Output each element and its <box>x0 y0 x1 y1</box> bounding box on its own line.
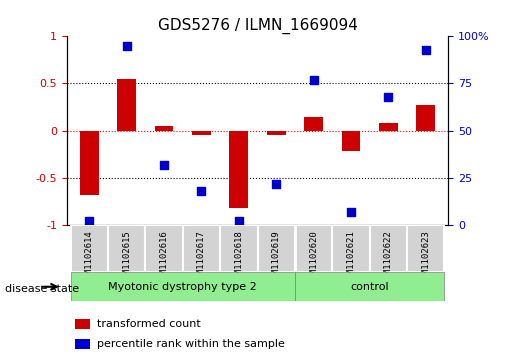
Point <box>123 43 131 49</box>
Bar <box>230 131 248 208</box>
Bar <box>80 131 99 195</box>
FancyBboxPatch shape <box>71 225 108 272</box>
FancyBboxPatch shape <box>71 272 295 301</box>
Point <box>310 77 318 83</box>
Point <box>272 181 280 187</box>
Point <box>160 162 168 168</box>
FancyBboxPatch shape <box>295 272 444 301</box>
Title: GDS5276 / ILMN_1669094: GDS5276 / ILMN_1669094 <box>158 17 357 33</box>
Text: percentile rank within the sample: percentile rank within the sample <box>97 339 285 349</box>
FancyBboxPatch shape <box>108 225 145 272</box>
Bar <box>416 105 435 131</box>
Text: GSM1102616: GSM1102616 <box>160 230 168 284</box>
FancyBboxPatch shape <box>370 225 407 272</box>
Bar <box>117 79 136 131</box>
Text: GSM1102623: GSM1102623 <box>421 230 430 284</box>
Text: GSM1102615: GSM1102615 <box>122 230 131 284</box>
Bar <box>75 319 90 329</box>
Bar <box>192 131 211 135</box>
Point <box>85 219 94 224</box>
FancyBboxPatch shape <box>332 225 370 272</box>
Point <box>421 46 430 52</box>
FancyBboxPatch shape <box>258 225 295 272</box>
Text: GSM1102619: GSM1102619 <box>272 230 281 284</box>
Text: GSM1102617: GSM1102617 <box>197 230 206 284</box>
Text: disease state: disease state <box>5 284 79 294</box>
Bar <box>267 131 285 135</box>
FancyBboxPatch shape <box>145 225 183 272</box>
FancyBboxPatch shape <box>220 225 258 272</box>
Text: GSM1102622: GSM1102622 <box>384 230 393 284</box>
Text: GSM1102621: GSM1102621 <box>347 230 355 284</box>
Bar <box>304 117 323 131</box>
Bar <box>341 131 360 151</box>
Point <box>235 219 243 224</box>
Point <box>197 188 205 194</box>
FancyBboxPatch shape <box>407 225 444 272</box>
Text: control: control <box>350 282 389 292</box>
Point <box>384 94 392 99</box>
Bar <box>379 123 398 131</box>
FancyBboxPatch shape <box>295 225 332 272</box>
Bar <box>154 126 174 131</box>
Text: GSM1102614: GSM1102614 <box>85 230 94 284</box>
Text: GSM1102618: GSM1102618 <box>234 230 243 284</box>
Bar <box>75 339 90 349</box>
Text: transformed count: transformed count <box>97 319 201 329</box>
Point <box>347 209 355 215</box>
Text: GSM1102620: GSM1102620 <box>309 230 318 284</box>
Text: Myotonic dystrophy type 2: Myotonic dystrophy type 2 <box>108 282 257 292</box>
FancyBboxPatch shape <box>183 225 220 272</box>
